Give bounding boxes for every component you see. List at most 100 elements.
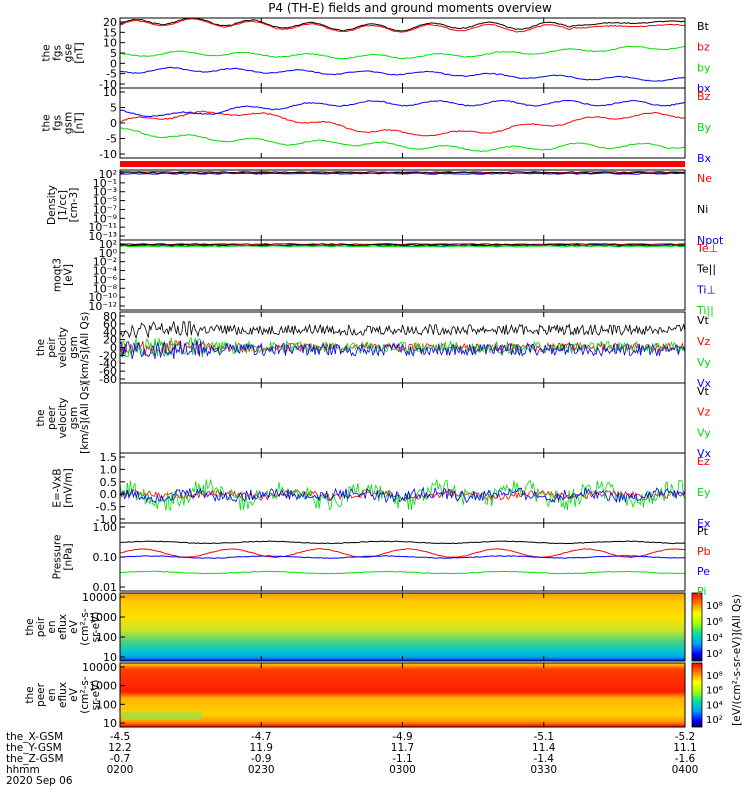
y-tick-label-temperature: 10⁻⁶ [93,273,118,286]
y-tick-label-peir-velocity: 40 [103,326,117,339]
y-tick-label-temperature: 10⁰ [99,247,118,260]
colorbar-peir [691,592,703,662]
colorbar-tick-label: 10⁴ [706,700,723,711]
y-tick-label-efield: 0.0 [100,488,118,501]
xaxis-value: -4.7 [251,731,272,743]
colorbar-peer [691,662,703,728]
y-tick-label-pressure: 0.10 [93,551,118,564]
series-line-efield-Ez [119,489,686,501]
y-tick-label-pressure: 0.01 [93,581,118,594]
y-axis-label-pressure: Pressure [52,535,64,580]
legend-temperature-Te⊥: Te⊥ [696,242,718,255]
y-tick-label-fgs-gse: 0 [110,57,117,70]
spectrogram-peer-fill [120,663,685,727]
y-tick-label-density: 10⁻¹³ [88,230,117,243]
y-axis-label-peer-velocity: the [35,409,47,426]
y-tick-label-efield: -1.0 [96,513,117,526]
legend-peir-velocity-Vy: Vy [697,356,711,369]
xaxis-value: -1.1 [392,753,413,765]
legend-fgs-gse-Bt: Bt [697,20,710,33]
y-axis-label-peir-eflux: eflux [57,614,69,640]
panel-frame-fgs-gse [119,17,686,89]
xaxis-value: -1.6 [675,753,696,765]
colorbar-tick-label: 10² [706,649,723,660]
y-tick-label-efield: 1.5 [100,451,118,464]
y-axis-label-peir-eflux: (cm²-s- [79,608,91,646]
y-tick-label-temperature: 10⁻¹⁰ [88,291,117,304]
y-axis-label-fgs-gse: gse [63,44,75,63]
y-axis-label-efield: [mV/m] [63,468,75,507]
series-line-pressure-Pb [119,548,686,559]
xaxis-row-label: hhmm [6,764,40,776]
y-tick-label-temperature: 10⁻¹² [88,300,117,313]
y-tick-label-efield: -0.5 [96,501,117,514]
colorbar-label: [eV/(cm²-s-sr-eV)](All Qs) [731,594,743,726]
series-line-fgs-gsm-Bz [119,110,686,137]
colorbar-tick-label: 10² [706,715,723,726]
y-axis-label-peir-velocity: velocity [57,327,69,368]
y-axis-label-peer-eflux: the [24,686,36,703]
y-axis-label-peir-eflux: en [46,620,58,633]
series-line-peir-velocity-Vz [119,339,686,356]
xaxis-value: -0.9 [251,753,272,765]
y-axis-label-temperature: [eV] [63,264,75,286]
xaxis-row-label: the_Y-GSM [6,742,62,754]
series-line-peir-velocity-Vt [119,320,686,340]
legend-efield-Ez: Ez [697,455,710,468]
y-tick-label-efield: 0.5 [100,476,118,489]
y-tick-label-fgs-gsm: -5 [106,133,117,146]
legend-peer-velocity-Vz: Vz [697,406,711,419]
red-bar-panel [120,161,685,167]
y-axis-label-peir-velocity: peir [46,337,58,358]
y-tick-label-fgs-gse: 10 [103,37,117,50]
plot-title: P4 (TH-E) fields and ground moments over… [268,1,552,15]
y-axis-label-peir-eflux: sr-eV) [90,612,102,643]
series-line-fgs-gse-bx [119,66,686,82]
xaxis-row-label: 2020 Sep 06 [6,775,73,787]
xaxis-value: 0400 [672,764,699,776]
y-tick-label-temperature: 10⁻² [93,256,117,269]
legend-pressure-Pi: Pi [697,585,706,598]
series-line-fgs-gsm-By [119,127,686,153]
y-axis-label-peer-eflux: eflux [57,682,69,708]
legend-fgs-gse-bz: bz [697,41,710,54]
series-line-fgs-gse-bz [119,18,686,33]
y-axis-label-peir-eflux: peir [35,616,47,637]
xaxis-value: 11.7 [391,742,414,754]
legend-fgs-gsm-Bx: Bx [697,152,712,165]
y-tick-label-density: 10⁻⁵ [93,195,117,208]
y-tick-label-peir-velocity: -40 [99,357,117,370]
series-lines [119,17,686,575]
y-axis-label-peir-eflux: eV [68,619,80,633]
legend-peir-velocity-Vz: Vz [697,335,711,348]
series-line-pressure-Pe [119,555,685,559]
xaxis-value: 12.2 [108,742,131,754]
legend-pressure-Pb: Pb [697,545,711,558]
y-tick-label-density: 10⁻¹ [93,177,117,190]
y-axis-label-peir-velocity: the [35,339,47,356]
y-tick-label-peer-eflux: 10000 [82,661,117,674]
xaxis-row-label: the_X-GSM [6,731,63,743]
y-axis-label-temperature: moqt3 [52,258,64,292]
legend-temperature-Te||: Te|| [696,263,716,276]
y-tick-label-fgs-gsm: 5 [110,102,117,115]
y-axis-label-efield: E=-VxB [52,468,64,507]
y-tick-label-fgs-gsm: 0 [110,117,117,130]
y-tick-label-fgs-gse: -5 [106,68,117,81]
y-axis-label-fgs-gsm: [nT] [74,112,86,133]
y-tick-label-peir-velocity: -60 [99,365,117,378]
y-tick-label-peir-velocity: -80 [99,373,117,386]
legend-temperature-Ti⊥: Ti⊥ [696,283,716,296]
y-axis-label-peir-eflux: the [24,618,36,635]
legend-density-Ni: Ni [697,203,708,216]
y-axis-label-pressure: [nPa] [63,543,75,570]
y-tick-label-peir-eflux: 100 [96,631,117,644]
panel-frames [119,17,686,728]
panel-frame-density [119,169,686,241]
series-line-efield-Ey [119,478,686,512]
legend-efield-Ey: Ey [697,486,711,499]
series-line-fgs-gse-by [119,45,685,60]
